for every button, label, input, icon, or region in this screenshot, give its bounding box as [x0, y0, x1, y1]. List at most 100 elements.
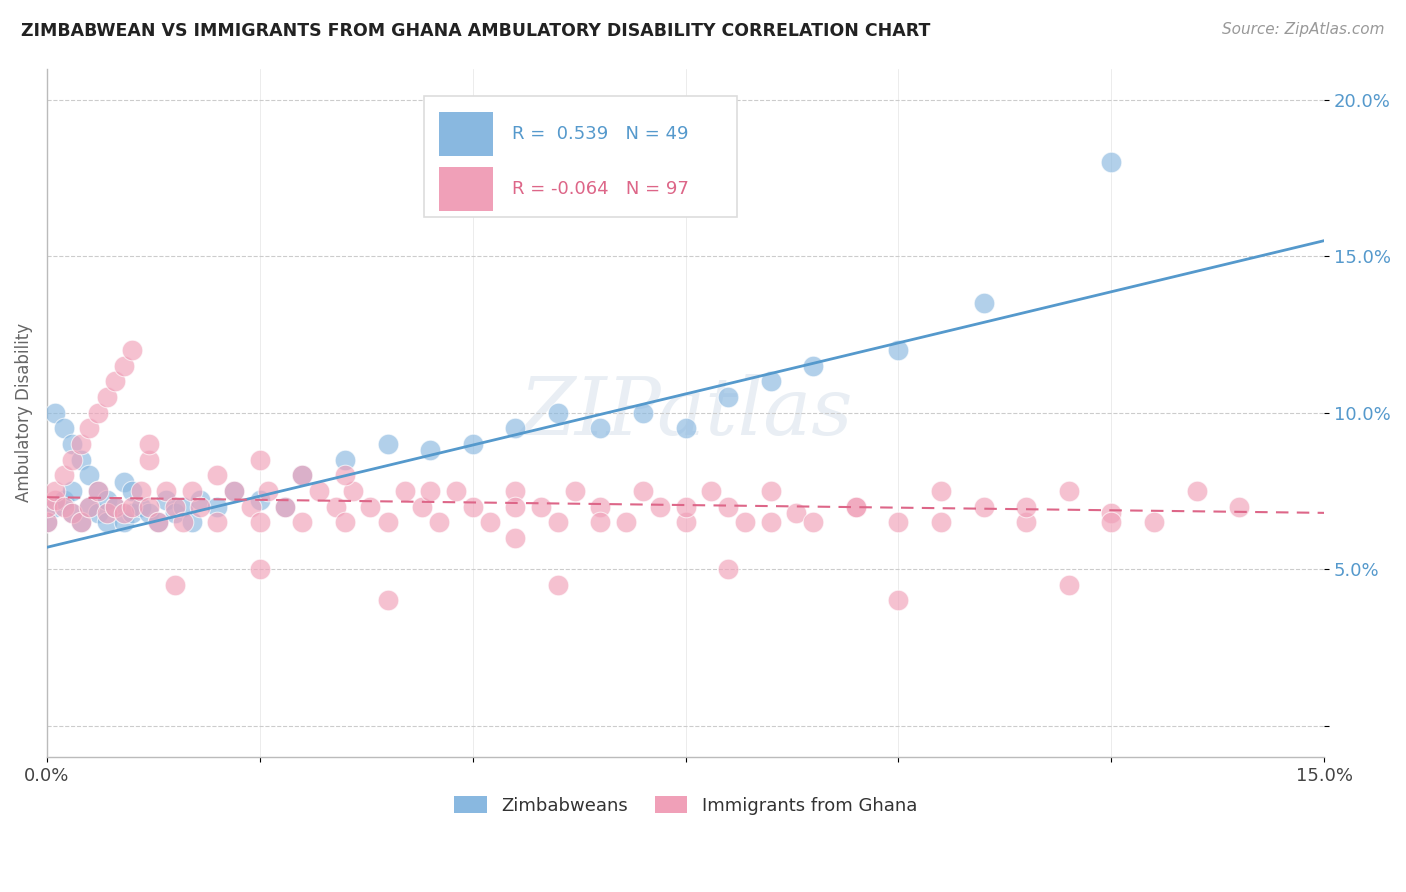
Point	[224, 483, 246, 498]
Point	[427, 515, 450, 529]
Point	[887, 515, 910, 529]
Point	[564, 483, 586, 498]
Point	[35, 500, 58, 514]
Point	[530, 500, 553, 514]
Point	[333, 468, 356, 483]
Point	[929, 515, 952, 529]
Point	[104, 500, 127, 514]
Point	[87, 506, 110, 520]
Point	[249, 562, 271, 576]
Point	[205, 515, 228, 529]
Point	[631, 483, 654, 498]
FancyBboxPatch shape	[423, 96, 737, 217]
Point	[62, 437, 84, 451]
Point	[274, 500, 297, 514]
Point	[801, 515, 824, 529]
Point	[461, 500, 484, 514]
Point	[503, 500, 526, 514]
Point	[503, 531, 526, 545]
Point	[112, 515, 135, 529]
Point	[274, 500, 297, 514]
Text: ZIPatlas: ZIPatlas	[519, 374, 852, 451]
Point	[1099, 506, 1122, 520]
Point	[973, 500, 995, 514]
Point	[291, 468, 314, 483]
Point	[325, 500, 347, 514]
Point	[845, 500, 868, 514]
Y-axis label: Ambulatory Disability: Ambulatory Disability	[15, 323, 32, 502]
Point	[172, 515, 194, 529]
Point	[614, 515, 637, 529]
Point	[240, 500, 263, 514]
Point	[129, 483, 152, 498]
Text: Source: ZipAtlas.com: Source: ZipAtlas.com	[1222, 22, 1385, 37]
Point	[104, 375, 127, 389]
Point	[444, 483, 467, 498]
Point	[180, 515, 202, 529]
Point	[62, 452, 84, 467]
Point	[1015, 500, 1038, 514]
Point	[104, 500, 127, 514]
Point	[503, 421, 526, 435]
Point	[547, 578, 569, 592]
Point	[377, 515, 399, 529]
Point	[112, 475, 135, 489]
Point	[121, 483, 143, 498]
Point	[845, 500, 868, 514]
Point	[62, 506, 84, 520]
Point	[478, 515, 501, 529]
Point	[205, 468, 228, 483]
Point	[589, 515, 612, 529]
Point	[129, 500, 152, 514]
Point	[96, 506, 118, 520]
Point	[112, 359, 135, 373]
Point	[929, 483, 952, 498]
Point	[759, 483, 782, 498]
Point	[675, 421, 697, 435]
Point	[547, 406, 569, 420]
Point	[121, 506, 143, 520]
Point	[333, 515, 356, 529]
Point	[163, 578, 186, 592]
Point	[1227, 500, 1250, 514]
Point	[257, 483, 280, 498]
Point	[648, 500, 671, 514]
Point	[759, 515, 782, 529]
Point	[631, 406, 654, 420]
Point	[121, 343, 143, 358]
Point	[785, 506, 807, 520]
Point	[62, 483, 84, 498]
Point	[70, 437, 93, 451]
Point	[717, 500, 740, 514]
Point	[172, 500, 194, 514]
Point	[79, 468, 101, 483]
Point	[759, 375, 782, 389]
Point	[589, 421, 612, 435]
Point	[1057, 483, 1080, 498]
Point	[79, 500, 101, 514]
Point	[419, 443, 441, 458]
Point	[503, 483, 526, 498]
Point	[79, 500, 101, 514]
Point	[1015, 515, 1038, 529]
Point	[87, 483, 110, 498]
Text: ZIMBABWEAN VS IMMIGRANTS FROM GHANA AMBULATORY DISABILITY CORRELATION CHART: ZIMBABWEAN VS IMMIGRANTS FROM GHANA AMBU…	[21, 22, 931, 40]
Point	[249, 493, 271, 508]
Point	[333, 452, 356, 467]
Point	[70, 515, 93, 529]
Point	[1057, 578, 1080, 592]
Point	[411, 500, 433, 514]
Legend: Zimbabweans, Immigrants from Ghana: Zimbabweans, Immigrants from Ghana	[446, 787, 927, 823]
Point	[461, 437, 484, 451]
Point	[138, 500, 160, 514]
Point	[188, 493, 211, 508]
Point	[801, 359, 824, 373]
Point	[96, 493, 118, 508]
Point	[155, 483, 177, 498]
Point	[973, 296, 995, 310]
Point	[44, 483, 66, 498]
Point	[377, 593, 399, 607]
Point	[419, 483, 441, 498]
Point	[35, 515, 58, 529]
Point	[249, 515, 271, 529]
